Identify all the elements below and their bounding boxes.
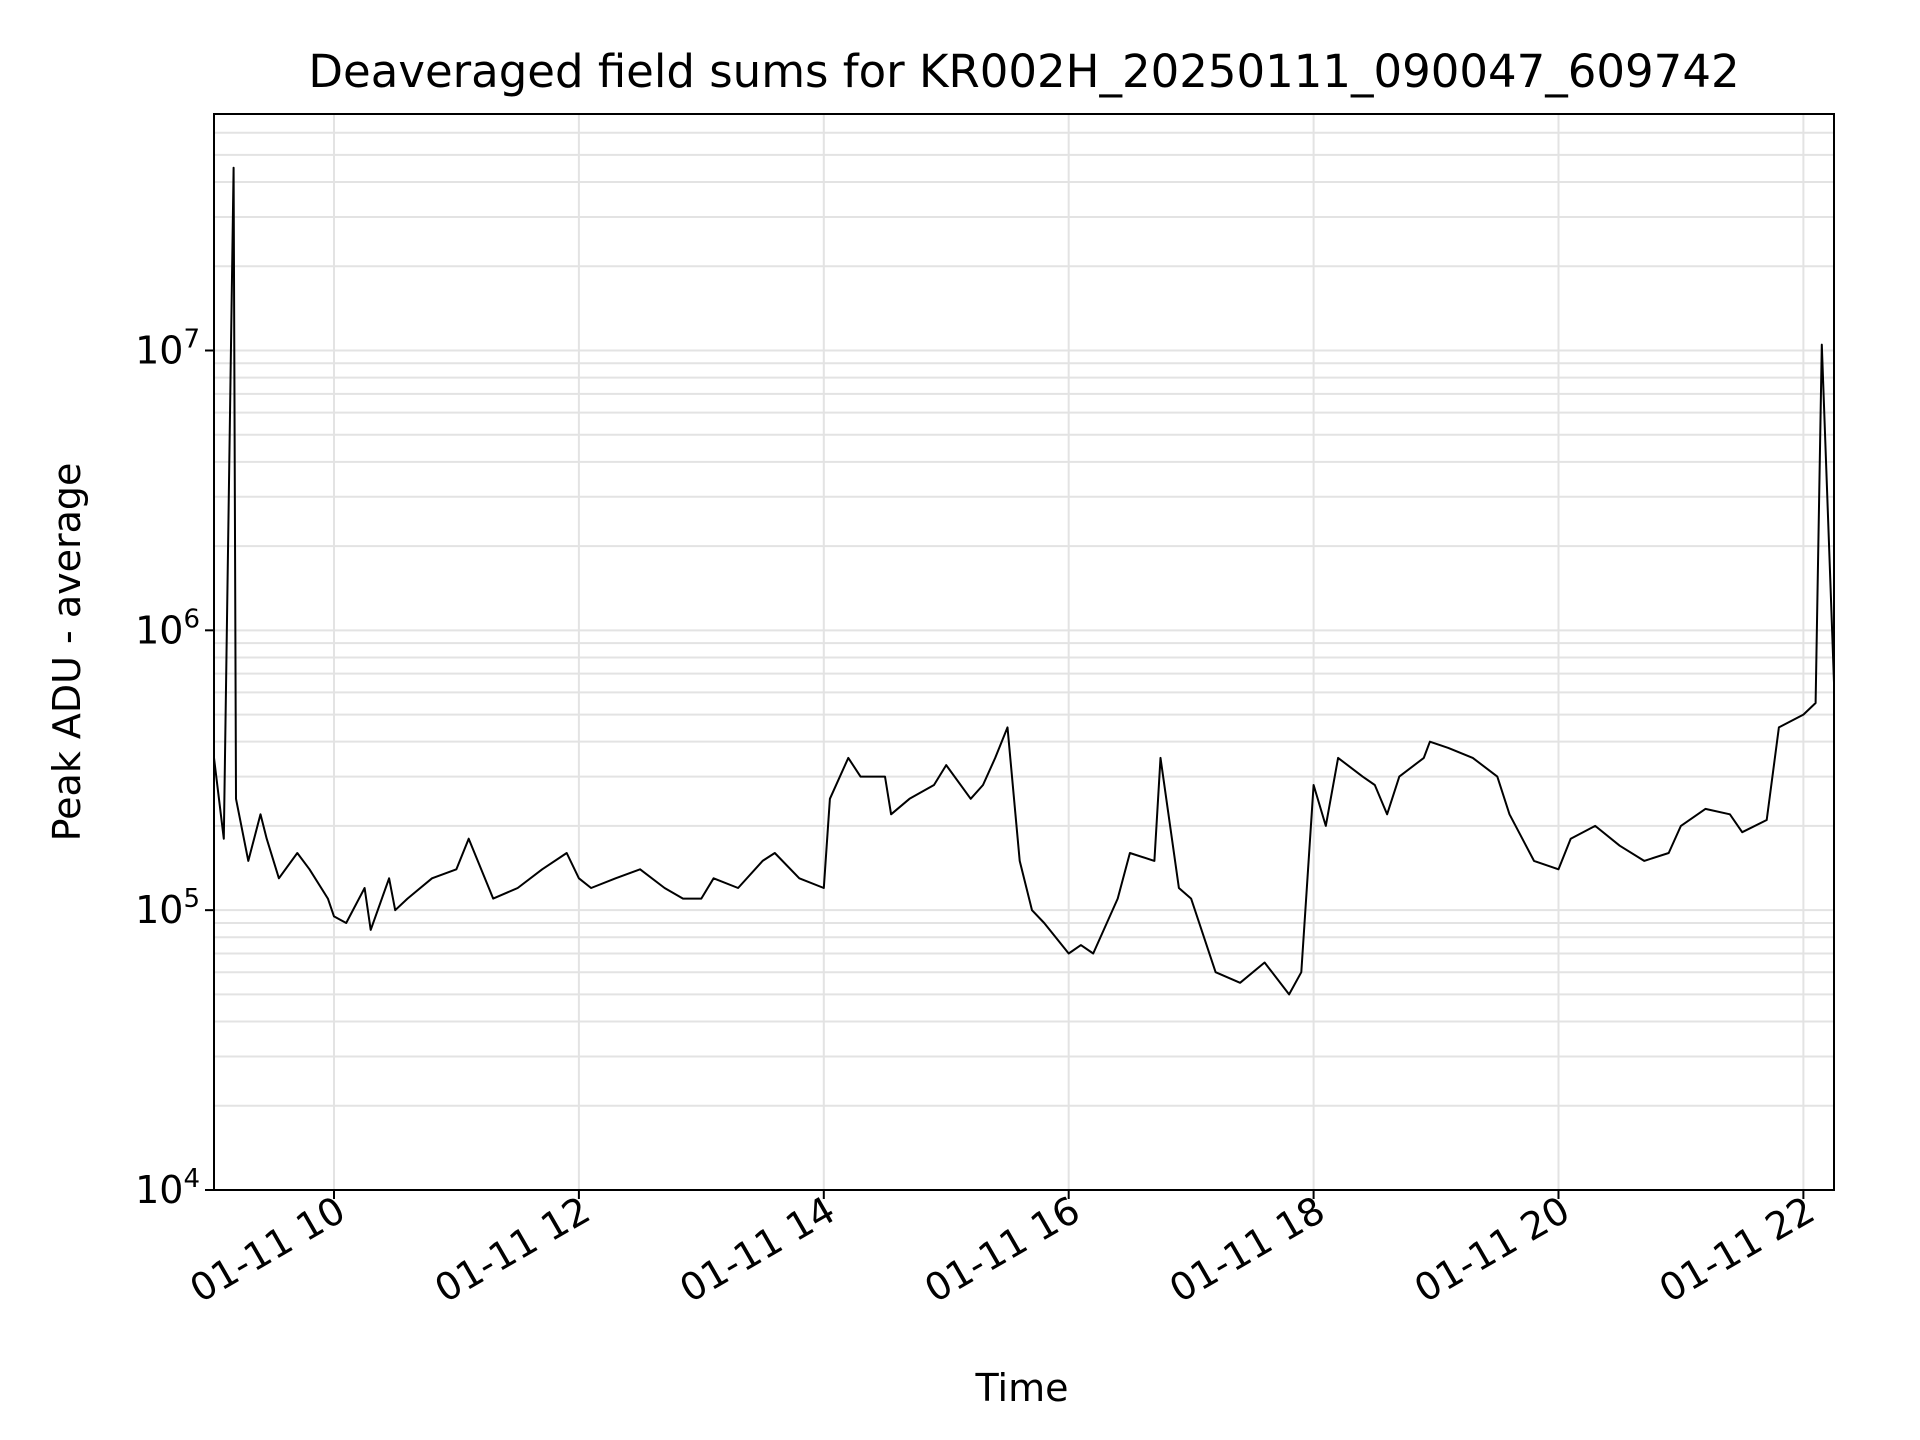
x-tick-label: 01-11 20 — [1407, 1188, 1577, 1312]
series-layer — [213, 166, 1835, 996]
y-axis-label: Peak ADU - average — [45, 463, 89, 842]
y-tick-label: 105 — [135, 884, 200, 932]
x-tick-label: 01-11 22 — [1652, 1188, 1822, 1312]
x-tick-label: 01-11 18 — [1162, 1188, 1332, 1312]
x-tick-label: 01-11 12 — [427, 1188, 597, 1312]
series-line — [213, 166, 1835, 996]
y-tick-label: 106 — [135, 604, 200, 652]
x-tick-label: 01-11 16 — [917, 1188, 1087, 1312]
y-tick-label: 107 — [135, 324, 200, 372]
x-axis: 01-11 10 01-11 12 01-11 14 01-11 16 01-11 18… — [183, 1188, 1822, 1312]
y-axis: 104 105 106 107 — [135, 324, 214, 1212]
chart-title: Deaveraged field sums for KR002H_2025011… — [308, 45, 1739, 98]
x-tick-label: 01-11 14 — [672, 1188, 842, 1312]
x-axis-label: Time — [975, 1366, 1069, 1410]
x-tick-label: 01-11 10 — [183, 1188, 353, 1312]
y-tick-label: 104 — [135, 1164, 200, 1212]
grid — [214, 114, 1834, 1190]
plot-frame — [213, 113, 1835, 1191]
